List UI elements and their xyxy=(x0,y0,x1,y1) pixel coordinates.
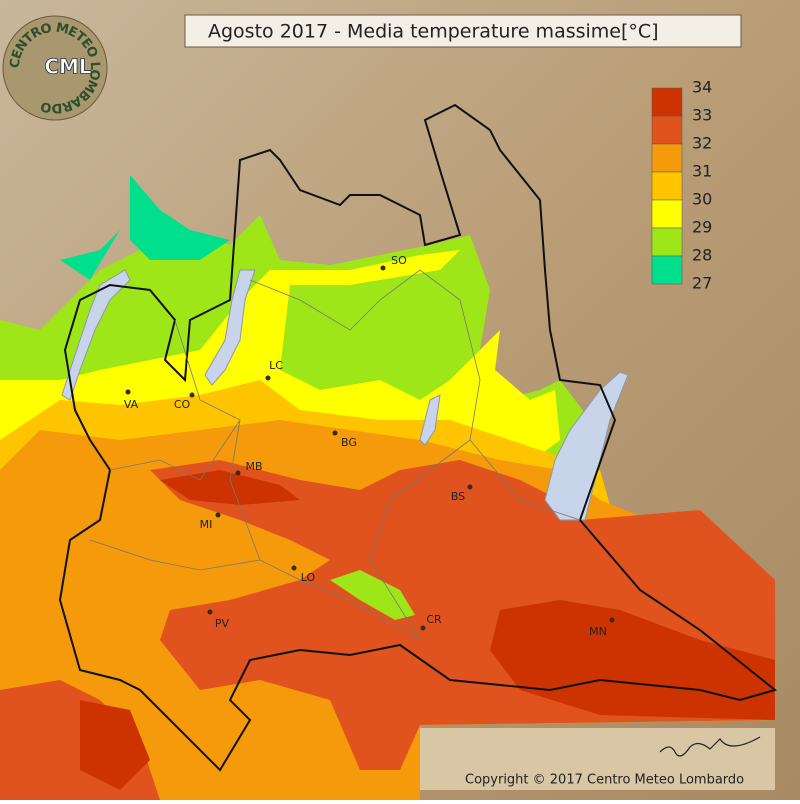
legend-swatch xyxy=(651,115,683,145)
city-dot xyxy=(332,430,338,436)
logo: CENTRO METEO LOMBARDO CML xyxy=(2,15,108,121)
legend-swatch xyxy=(651,199,683,229)
province-borders xyxy=(89,269,581,641)
city-dot xyxy=(467,484,473,490)
legend-swatch xyxy=(651,227,683,257)
city-dot xyxy=(235,470,241,476)
city-dot xyxy=(380,265,386,271)
temperature-zone xyxy=(330,570,415,620)
legend-swatch xyxy=(651,143,683,173)
title: Agosto 2017 - Media temperature massime[… xyxy=(208,21,659,43)
legend-label: 32 xyxy=(692,134,712,153)
legend-swatch xyxy=(651,171,683,201)
legend-label: 31 xyxy=(692,162,712,181)
legend-swatch xyxy=(651,255,683,285)
city-dot xyxy=(215,512,221,518)
city-label: MI xyxy=(200,518,213,531)
logo-initials: CML xyxy=(44,55,92,79)
legend-label: 27 xyxy=(692,274,712,293)
legend-label: 28 xyxy=(692,246,712,265)
footer-box xyxy=(420,728,775,790)
city-label: VA xyxy=(124,398,139,411)
city-label: LO xyxy=(301,571,316,584)
copyright: Copyright © 2017 Centro Meteo Lombardo xyxy=(465,773,744,788)
city-label: SO xyxy=(391,254,407,267)
city-dot xyxy=(189,392,195,398)
logo-disc xyxy=(2,15,108,121)
legend-label: 33 xyxy=(692,106,712,125)
city-dot xyxy=(125,389,131,395)
temperature-zone xyxy=(60,175,230,280)
city-label: PV xyxy=(215,617,230,630)
title-box xyxy=(184,14,742,48)
city-dot xyxy=(291,565,297,571)
cities: SO LC VA CO BG MB BS MI LO PV CR MN xyxy=(124,254,615,638)
city-dot xyxy=(420,625,426,631)
signature xyxy=(659,736,761,757)
temperature-zone xyxy=(80,470,775,790)
city-dot xyxy=(609,617,615,623)
city-label: BG xyxy=(341,436,357,449)
city-label: CR xyxy=(426,613,442,626)
city-label: LC xyxy=(269,359,283,372)
legend-swatch xyxy=(651,87,683,117)
city-dot xyxy=(265,375,271,381)
city-label: CO xyxy=(174,398,191,411)
region-border xyxy=(58,103,778,772)
legend-label: 29 xyxy=(692,218,712,237)
temperature-zone xyxy=(0,460,775,800)
city-dot xyxy=(207,609,213,615)
legend: 34 33 32 31 30 29 28 27 xyxy=(651,78,712,293)
legend-label: 34 xyxy=(692,78,712,97)
city-label: BS xyxy=(451,490,465,503)
city-label: MB xyxy=(245,460,262,473)
lakes xyxy=(61,269,629,521)
legend-label: 30 xyxy=(692,190,712,209)
city-label: MN xyxy=(589,625,607,638)
